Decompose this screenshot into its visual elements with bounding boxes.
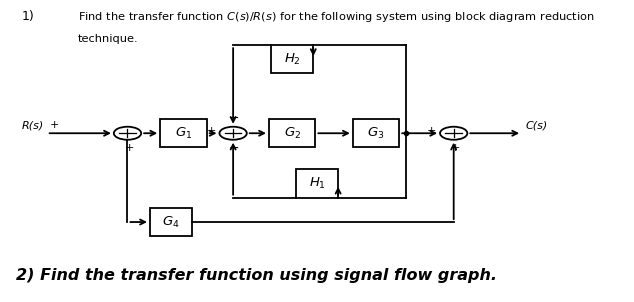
FancyBboxPatch shape (150, 208, 192, 236)
Text: C(s): C(s) (525, 121, 547, 131)
Text: Find the transfer function $C(s)/R(s)$ for the following system using block diag: Find the transfer function $C(s)/R(s)$ f… (78, 10, 594, 24)
Text: R(s): R(s) (22, 121, 44, 131)
FancyBboxPatch shape (271, 45, 313, 73)
Text: technique.: technique. (78, 34, 138, 44)
Text: +: + (50, 120, 59, 130)
Text: 2) Find the transfer function using signal flow graph.: 2) Find the transfer function using sign… (16, 268, 496, 283)
Text: $G_1$: $G_1$ (175, 126, 192, 141)
Circle shape (440, 127, 467, 140)
FancyBboxPatch shape (296, 169, 338, 198)
Text: −: − (229, 142, 240, 155)
Text: +: + (206, 127, 216, 137)
Text: $G_2$: $G_2$ (283, 126, 301, 141)
Text: −: − (229, 112, 240, 125)
Text: +: + (451, 143, 460, 153)
Circle shape (219, 127, 247, 140)
Text: $H_1$: $H_1$ (309, 176, 325, 191)
Text: $G_4$: $G_4$ (162, 214, 180, 230)
FancyBboxPatch shape (353, 119, 399, 147)
Circle shape (114, 127, 141, 140)
Text: 1): 1) (22, 10, 35, 24)
Text: +: + (427, 127, 436, 137)
Text: $H_2$: $H_2$ (283, 52, 301, 67)
FancyBboxPatch shape (269, 119, 316, 147)
Text: +: + (125, 143, 134, 153)
FancyBboxPatch shape (160, 119, 207, 147)
Text: $G_3$: $G_3$ (367, 126, 385, 141)
